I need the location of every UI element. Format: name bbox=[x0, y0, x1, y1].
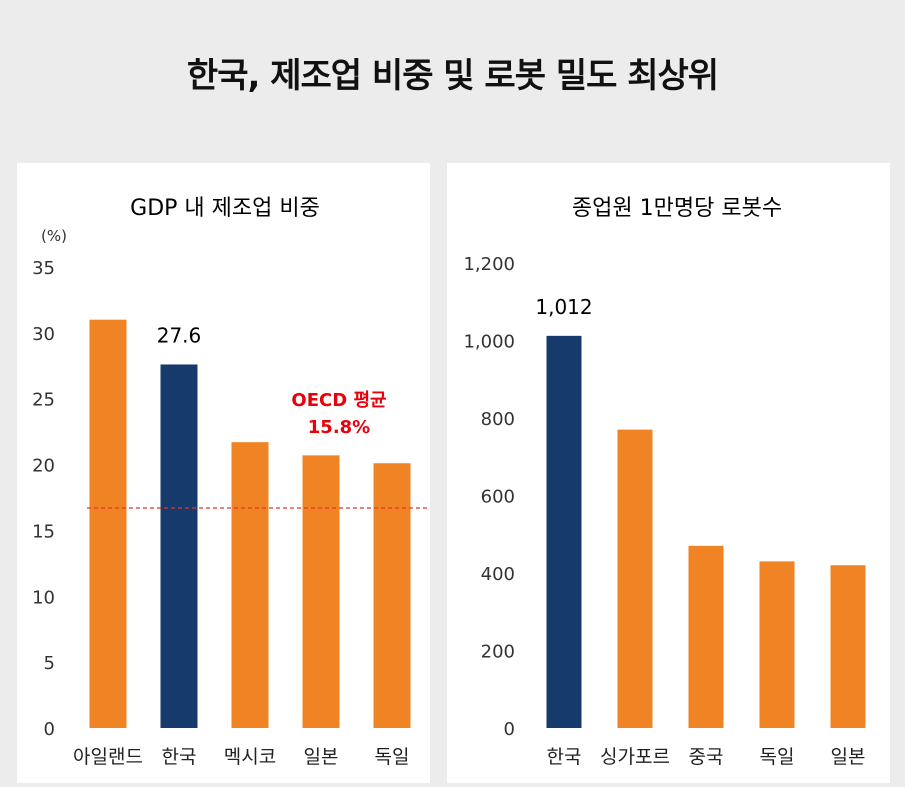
page-title: 한국, 제조업 비중 및 로봇 밀도 최상위 bbox=[186, 56, 719, 96]
bar-4 bbox=[302, 455, 340, 728]
robot-density-panel: 종업원 1만명당 로봇수 0 200 400 600 800 1,000 1,200 한국 싱… bbox=[447, 163, 890, 783]
x-category-label: 멕시코 bbox=[224, 746, 276, 768]
y-tick-label: 15 bbox=[32, 521, 55, 542]
bar-2 bbox=[160, 364, 198, 728]
x-category-label: 독일 bbox=[760, 746, 795, 768]
x-category-label: 한국 bbox=[547, 746, 582, 768]
korea-data-label: 27.6 bbox=[157, 323, 202, 347]
korea-data-label: 1,012 bbox=[535, 295, 592, 319]
bar-2 bbox=[617, 429, 653, 728]
robot-density-chart: 종업원 1만명당 로봇수 0 200 400 600 800 1,000 1,200 한국 싱… bbox=[463, 196, 866, 768]
x-category-label: 한국 bbox=[162, 746, 197, 768]
y-tick-label: 800 bbox=[481, 409, 515, 430]
y-tick-label: 5 bbox=[44, 653, 55, 674]
x-category-label: 일본 bbox=[831, 746, 866, 768]
y-tick-label: 20 bbox=[32, 456, 55, 477]
chart-title: 종업원 1만명당 로봇수 bbox=[572, 196, 782, 221]
x-category-label: 아일랜드 bbox=[73, 746, 143, 768]
y-tick-label: 30 bbox=[32, 324, 55, 345]
bar-1 bbox=[546, 335, 582, 728]
bar-1 bbox=[89, 319, 127, 728]
bar-5 bbox=[373, 463, 411, 728]
x-category-label: 일본 bbox=[304, 746, 339, 768]
oecd-average-label: OECD 평균 bbox=[291, 390, 386, 411]
bar-4 bbox=[759, 561, 795, 728]
y-tick-label: 0 bbox=[504, 719, 515, 740]
x-category-label: 중국 bbox=[689, 746, 724, 768]
y-tick-label: 35 bbox=[32, 258, 55, 279]
bar-3 bbox=[231, 442, 269, 728]
y-tick-label: 1,200 bbox=[463, 254, 515, 275]
y-tick-label: 1,000 bbox=[463, 332, 515, 353]
bar-3 bbox=[688, 545, 724, 728]
manufacturing-share-chart: GDP 내 제조업 비중 (%) 0 5 10 15 20 25 30 35 아일랜드 한국 멕시… bbox=[32, 196, 427, 768]
manufacturing-share-panel: GDP 내 제조업 비중 (%) 0 5 10 15 20 25 30 35 아일랜드 한국 멕시… bbox=[17, 163, 430, 783]
x-category-label: 독일 bbox=[375, 746, 410, 768]
y-unit-label: (%) bbox=[41, 227, 67, 245]
y-tick-label: 10 bbox=[32, 587, 55, 608]
bar-5 bbox=[830, 565, 866, 728]
y-tick-label: 600 bbox=[481, 487, 515, 508]
y-tick-label: 200 bbox=[481, 642, 515, 663]
y-tick-label: 400 bbox=[481, 564, 515, 585]
oecd-average-value: 15.8% bbox=[308, 417, 370, 438]
y-tick-label: 25 bbox=[32, 390, 55, 411]
x-category-label: 싱가포르 bbox=[600, 746, 670, 768]
y-tick-label: 0 bbox=[44, 719, 55, 740]
chart-title: GDP 내 제조업 비중 bbox=[130, 196, 320, 221]
